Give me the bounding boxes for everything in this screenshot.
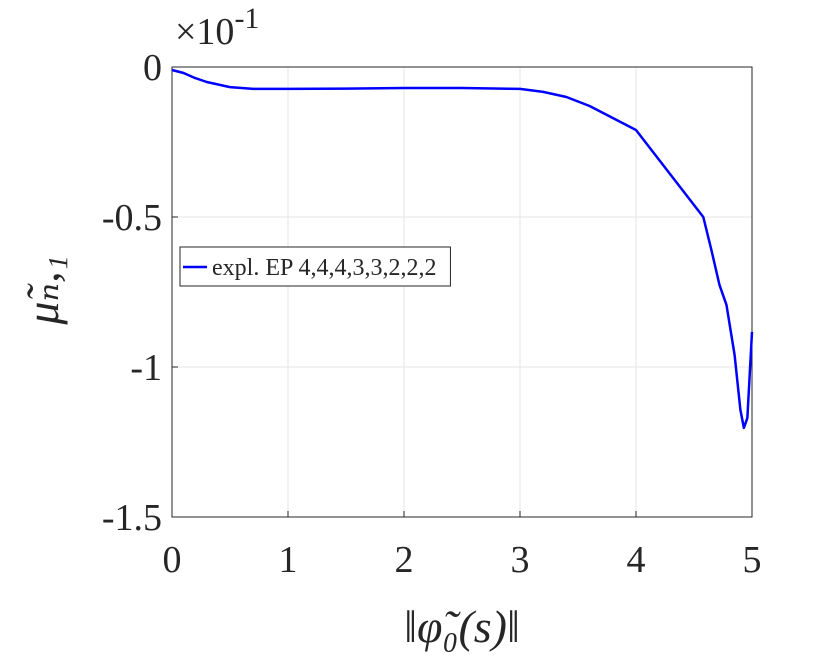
x-tick-label: 1: [279, 539, 298, 581]
x-tick-label: 4: [627, 539, 646, 581]
axes-box: [171, 66, 753, 518]
x-tick-label: 2: [395, 539, 414, 581]
y-exponent: ×10-1: [175, 2, 259, 53]
x-tick-label: 0: [163, 539, 182, 581]
y-tick-label: 0: [143, 47, 162, 89]
y-tick-label: -1.5: [102, 497, 162, 539]
legend: expl. EP 4,4,4,3,3,2,2,2: [179, 246, 451, 287]
x-tick-label: 5: [743, 539, 762, 581]
data-line: [171, 68, 754, 430]
exponent-power: -1: [234, 2, 259, 35]
exponent-base: ×10: [175, 11, 234, 53]
legend-box: [179, 246, 451, 287]
plot-area: [172, 67, 752, 517]
x-tick-label: 3: [511, 539, 530, 581]
y-tick-label: -1: [130, 347, 162, 389]
y-axis-label: μ̃ₙ,₁: [17, 255, 68, 325]
x-axis-label: ‖φ̃₀(s)‖: [404, 601, 520, 652]
legend-label: expl. EP 4,4,4,3,3,2,2,2: [212, 255, 436, 281]
y-tick-label: -0.5: [102, 197, 162, 239]
